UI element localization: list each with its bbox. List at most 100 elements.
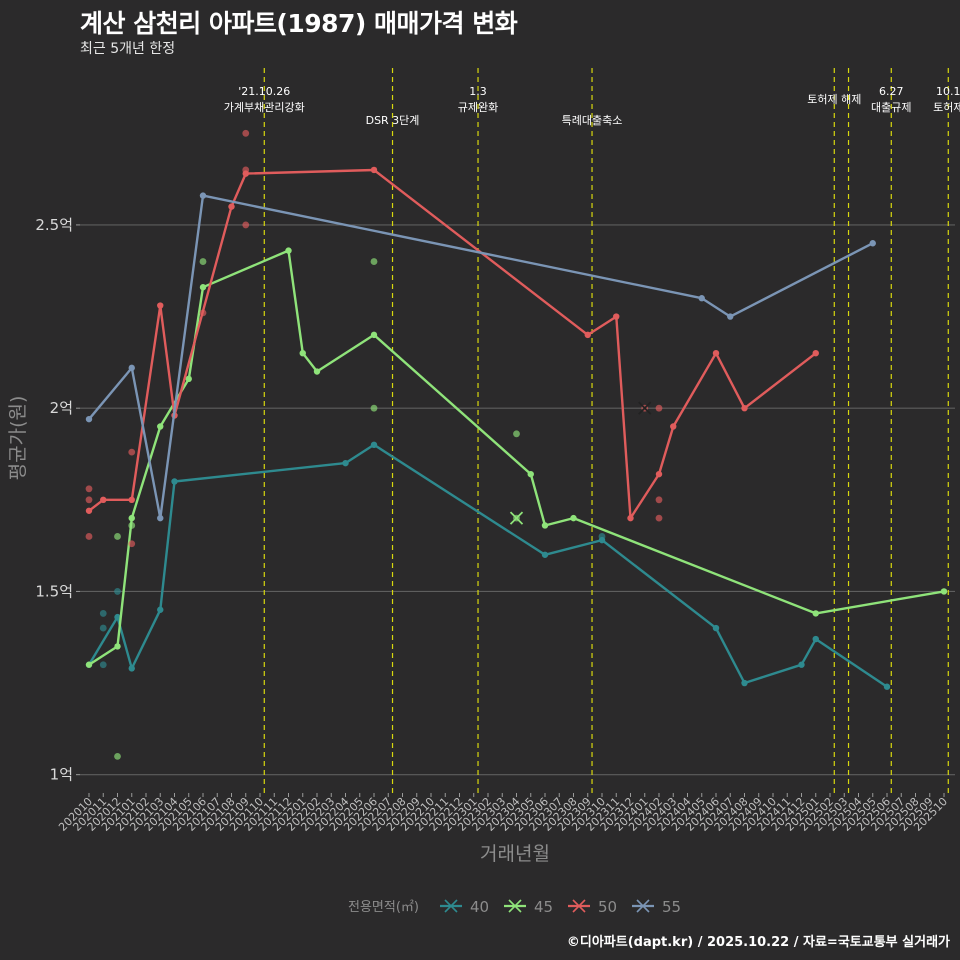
line-point [128,665,135,672]
chart-title: 계산 삼천리 아파트(1987) 매매가격 변화 [80,9,518,38]
legend: 전용면적(㎡) 40 45 50 55 [348,898,681,916]
event-label: 가계부채관리강화 [224,101,305,114]
line-point [812,610,819,617]
line-point [128,364,135,372]
line-point [228,203,235,210]
event-label: 토허제 [933,101,960,114]
line-point [157,606,164,613]
line-point [342,459,349,467]
data-point [128,448,136,456]
line-point [85,661,93,668]
event-label: 대출규제 [871,101,911,114]
event-label: 규제완화 [458,101,498,114]
line-point [285,247,292,254]
line-point [741,404,748,412]
legend-title: 전용면적(㎡) [348,900,419,915]
line-point [114,613,121,621]
line-point [370,166,378,174]
series-40 [85,441,891,690]
legend-key-cross [636,899,650,913]
line-point [157,302,164,309]
data-point [655,496,663,504]
line-point [370,441,378,449]
legend-label: 55 [662,898,681,916]
data-point [128,540,136,548]
series-line [88,194,874,520]
event-label: 10.1 [936,85,960,98]
legend-item-55: 55 [632,898,681,916]
line-point [869,240,876,247]
x-axis-title: 거래년월 [480,843,550,865]
event-label: '21.10.26 [238,85,290,98]
y-axis-title: 평균가(원) [7,396,29,481]
y-axis: 1억 1.5억 2억 2.5억 [35,216,80,784]
data-point [85,485,93,493]
data-point [655,404,663,412]
y-tick-label: 2억 [50,399,73,417]
data-point [655,514,663,522]
line-point [527,470,534,478]
event-label: 6.27 [879,85,904,98]
cross-marker [638,401,652,415]
line-point [370,331,378,339]
data-point [370,258,378,265]
data-point [370,404,378,412]
line-point [940,588,948,595]
line-point [157,423,164,430]
line-point [812,350,819,357]
line-point [584,331,591,339]
line-point [541,551,549,558]
data-point [99,610,107,617]
line-point [185,375,192,383]
line-point [199,284,207,291]
data-point [99,624,107,632]
line-point [100,496,107,503]
line-point [698,295,705,302]
line-point [85,507,93,514]
line-point [85,415,93,423]
line-point [798,661,805,668]
line-point [128,514,135,522]
line-point [114,643,121,650]
legend-label: 40 [470,898,489,916]
line-point [570,514,577,522]
grid-lines [80,224,955,776]
event-label: 1.3 [469,85,487,98]
data-point [114,588,121,595]
line-point [598,536,606,544]
y-tick-label: 2.5억 [35,216,73,234]
line-point [313,368,321,375]
event-label: 특례대출축소 [562,114,623,127]
line-point [655,470,663,478]
series-50 [85,129,819,548]
series-45 [85,247,948,760]
x-axis: 2020102020112020122021012021022021032021… [56,793,950,834]
data-point [199,258,207,265]
series-line [88,168,817,520]
legend-item-50: 50 [568,898,617,916]
line-point [128,496,135,503]
series-layer [85,129,948,760]
line-point [199,192,207,199]
cross-marker [509,511,524,525]
event-label: 토허제 해제 [807,92,861,106]
chart-subtitle: 최근 5개년 한정 [80,41,176,57]
data-point [99,661,107,669]
line-point [171,478,178,485]
data-point [242,221,250,229]
data-point [114,533,121,540]
data-point [513,430,520,438]
legend-key-cross [444,899,458,913]
y-tick-label: 1억 [50,766,73,784]
series-line [87,443,888,688]
line-point [670,423,677,430]
line-point [157,514,164,522]
line-point [613,313,620,320]
legend-label: 50 [598,898,617,916]
data-point [242,129,250,137]
line-point [627,514,634,522]
series-line [88,249,945,666]
line-point [242,170,249,177]
line-point [712,624,720,632]
